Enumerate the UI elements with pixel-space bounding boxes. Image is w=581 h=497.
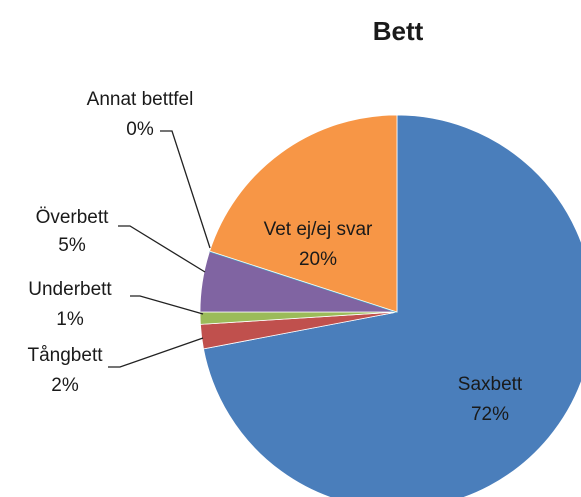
slice-value-label: 1% [56,309,84,330]
slice-label: Överbett [36,207,110,228]
slice-label: Annat bettfel [87,89,194,110]
slice-value-label: 2% [51,375,79,396]
slice-value-label: 72% [471,404,509,425]
slice-label: Tångbett [28,345,104,366]
slice-label: Vet ej/ej svar [264,219,373,240]
slice-label: Underbett [28,279,112,300]
slice-value-label: 20% [299,249,337,270]
slice-label: Saxbett [458,374,523,395]
slice-value-label: 0% [126,119,154,140]
leader-line [118,225,206,273]
pie-slice [209,114,398,313]
chart-title: Bett [373,16,424,46]
leader-line [108,337,204,368]
leader-line [130,295,204,315]
slice-value-label: 5% [58,235,86,256]
pie-slice [203,114,581,497]
leader-line [160,130,211,249]
